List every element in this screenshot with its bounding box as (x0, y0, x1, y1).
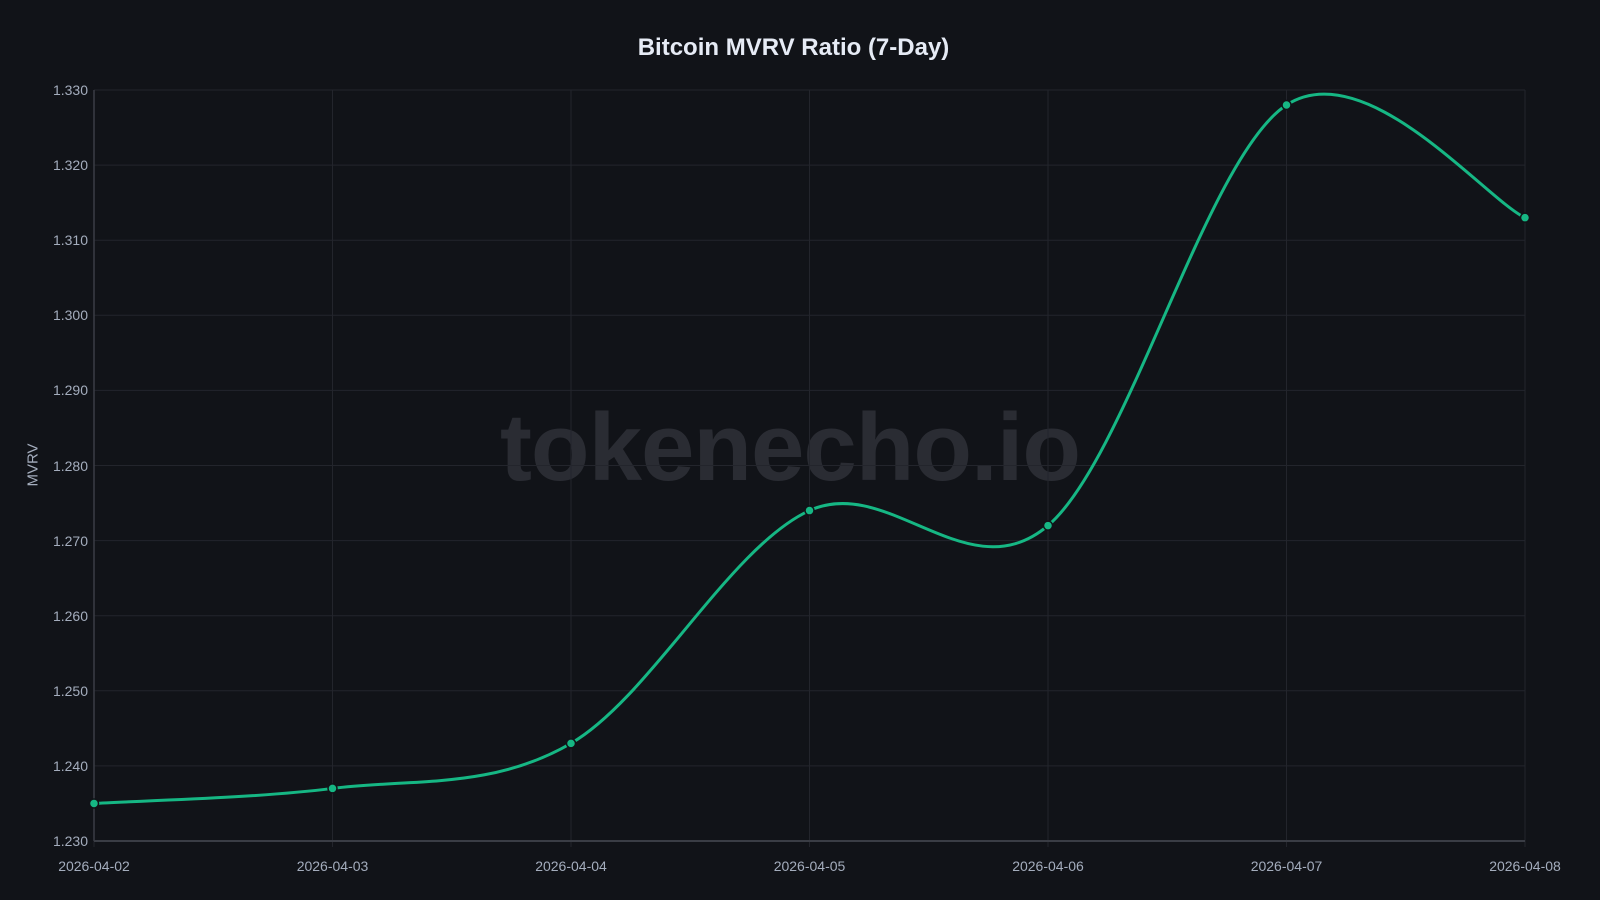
y-tick-label: 1.280 (52, 457, 88, 474)
y-tick-label: 1.250 (52, 682, 88, 699)
watermark: tokenecho.io (499, 394, 1081, 501)
y-tick-label: 1.320 (52, 157, 88, 174)
y-tick-label: 1.230 (52, 833, 88, 849)
y-tick-label: 1.290 (52, 382, 88, 399)
data-point[interactable] (327, 783, 338, 794)
y-tick-label: 1.270 (52, 532, 88, 549)
y-tick-label: 1.260 (52, 607, 88, 624)
data-point[interactable] (1281, 99, 1292, 111)
x-tick-label: 2026-04-03 (296, 858, 369, 874)
data-point[interactable] (804, 505, 815, 516)
x-tick-label: 2026-04-07 (1250, 858, 1323, 874)
grid-lines (93, 89, 1526, 847)
y-tick-label: 1.300 (52, 307, 88, 324)
y-tick-label: 1.310 (52, 232, 88, 249)
y-tick-label: 1.330 (52, 82, 88, 98)
data-points (88, 99, 1531, 809)
chart-title: Bitcoin MVRV Ratio (7-Day) (637, 34, 950, 61)
y-tick-label: 1.240 (52, 757, 88, 774)
data-point[interactable] (88, 798, 100, 809)
x-tick-label: 2026-04-05 (773, 858, 846, 874)
x-tick-label: 2026-04-02 (58, 858, 130, 874)
x-tick-label: 2026-04-06 (1012, 858, 1084, 874)
data-point[interactable] (1519, 212, 1531, 223)
data-point[interactable] (565, 738, 577, 749)
x-tick-label: 2026-04-08 (1489, 858, 1561, 874)
x-tick-label: 2026-04-04 (535, 858, 607, 874)
data-point[interactable] (1042, 520, 1054, 531)
